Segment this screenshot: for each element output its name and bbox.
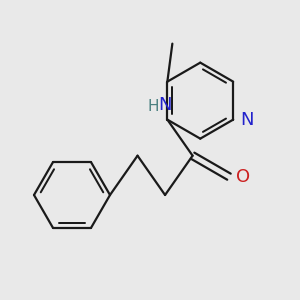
Text: O: O	[236, 168, 250, 186]
Text: N: N	[159, 96, 172, 114]
Text: N: N	[240, 111, 254, 129]
Text: H: H	[148, 99, 159, 114]
